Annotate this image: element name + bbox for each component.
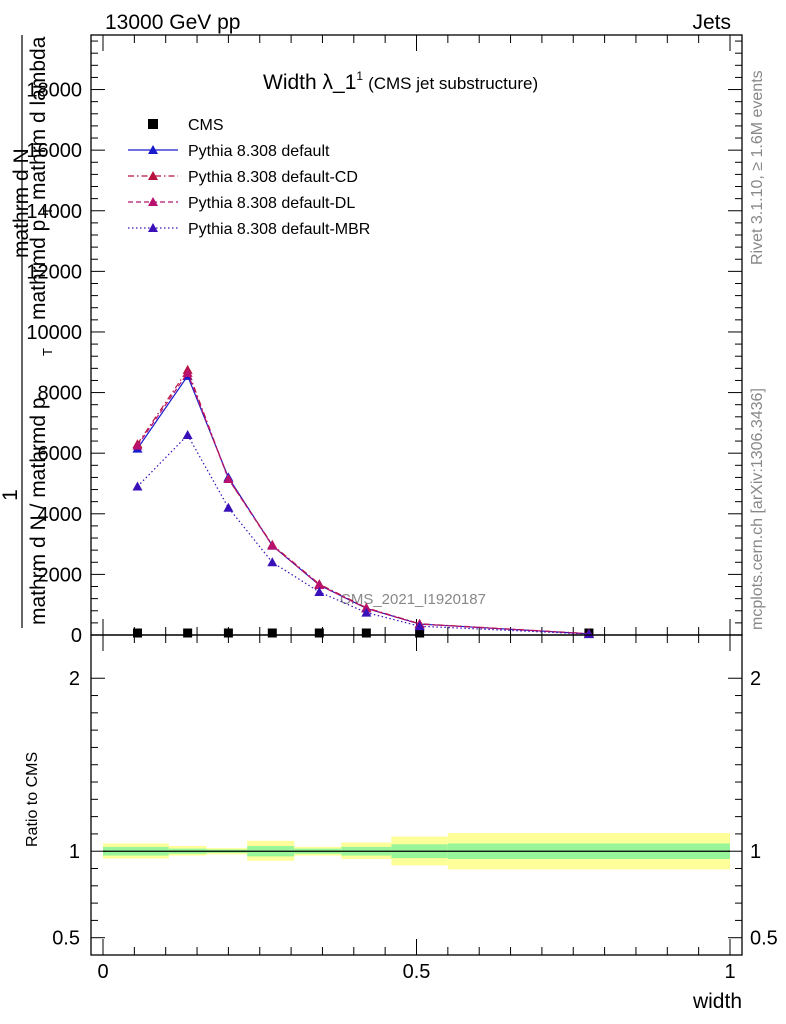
- data-point: [314, 628, 324, 638]
- y-label-numerator-sub: T: [40, 207, 55, 215]
- y-label-denominator-left: mathrm d N / mathrmd p: [27, 397, 50, 625]
- data-point: [361, 628, 371, 638]
- data-point: [132, 440, 143, 450]
- legend-label: Pythia 8.308 default-DL: [188, 195, 355, 212]
- ratio-y-axis: 0.5 0.5 1 1 2 2: [52, 668, 778, 949]
- x-tick-label: 0.5: [403, 961, 431, 983]
- ratio-panel: 0.5 0.51 12 2 0 0.5 1 Ratio to CMS width: [24, 634, 778, 1013]
- ratio-y-tick-label-right: 0.5: [750, 928, 778, 950]
- y-tick-label: 8000: [38, 383, 83, 405]
- data-point: [314, 586, 325, 596]
- y-tick-label: 0: [71, 625, 82, 647]
- data-point: [267, 628, 277, 638]
- y-label-numerator-lambda: mathrm d lambda: [27, 36, 50, 200]
- data-point: [223, 628, 233, 638]
- ratio-x-axis: 0 0.5 1: [97, 635, 736, 983]
- main-series-group: [132, 364, 594, 639]
- legend-label: CMS: [188, 117, 224, 134]
- x-axis-label: width: [692, 990, 742, 1013]
- data-point: [415, 628, 425, 638]
- series-line: [137, 434, 589, 635]
- y-tick-label: 10000: [26, 322, 82, 344]
- ratio-y-tick-label: 1: [69, 841, 80, 863]
- data-point: [267, 557, 278, 567]
- legend-marker: [148, 171, 158, 180]
- chart-subtitle: (CMS jet substructure): [368, 74, 538, 93]
- y-tick-label: 12000: [26, 261, 82, 283]
- ratio-y-label: Ratio to CMS: [24, 752, 41, 847]
- y-label-denominator-left-sub: T: [40, 348, 55, 356]
- y-tick-label: 4000: [38, 504, 83, 526]
- y-label-one: 1: [0, 489, 22, 501]
- data-point: [223, 502, 234, 512]
- mcplots-label: mcplots.cern.ch [arXiv:1306.3436]: [749, 388, 766, 630]
- data-point: [314, 580, 325, 589]
- legend-marker: [148, 145, 158, 154]
- y-tick-label: 6000: [38, 443, 83, 465]
- main-y-axis: 0 2000 4000 6000 8000 10000 12000 14000 16000 180…: [26, 40, 742, 647]
- legend-marker: [148, 223, 158, 232]
- data-point: [583, 629, 594, 639]
- ratio-panel-frame: [90, 634, 743, 956]
- ratio-y-tick-label-right: 1: [750, 841, 761, 863]
- energy-label: 13000 GeV pp: [105, 11, 240, 34]
- ratio-y-tick-label: 0.5: [52, 928, 80, 950]
- process-label: Jets: [692, 11, 731, 34]
- main-y-label: 1 mathrm d N / mathrmd p T mathrm d N ma…: [0, 35, 55, 628]
- data-point: [267, 540, 278, 550]
- ratio-y-tick-label-right: 2: [750, 668, 761, 690]
- data-point: [183, 628, 193, 638]
- chart-title-sup: 1: [356, 69, 363, 83]
- data-point: [132, 481, 143, 491]
- y-tick-label: 16000: [26, 140, 82, 162]
- analysis-watermark: CMS_2021_I1920187: [340, 591, 486, 608]
- data-point: [361, 607, 372, 617]
- legend-label: Pythia 8.308 default: [188, 143, 330, 160]
- y-tick-label: 14000: [26, 201, 82, 223]
- data-point: [132, 628, 142, 638]
- data-point: [182, 367, 193, 377]
- legend-marker: [148, 197, 158, 206]
- legend-label: Pythia 8.308 default-CD: [188, 169, 358, 186]
- x-tick-label: 0: [97, 961, 108, 983]
- legend-label: Pythia 8.308 default-MBR: [188, 221, 370, 238]
- x-tick-label: 1: [724, 961, 735, 983]
- rivet-version-label: Rivet 3.1.10, ≥ 1.6M events: [749, 70, 766, 265]
- data-point: [414, 621, 425, 631]
- legend: CMS Pythia 8.308 default Pythia 8.308 defa…: [128, 117, 370, 238]
- y-label-numerator: mathrm d N: [10, 148, 33, 258]
- chart-title: Width λ_11 (CMS jet substructure): [263, 69, 538, 94]
- legend-marker: [148, 119, 158, 129]
- y-tick-label: 2000: [38, 564, 83, 586]
- chart-title-main: Width λ_1: [263, 71, 356, 94]
- main-panel: 0 2000 4000 6000 8000 10000 12000 14000 16000 180…: [0, 34, 743, 647]
- ratio-y-tick-label: 2: [69, 668, 80, 690]
- y-label-numerator-pt: mathrmd p: [27, 220, 50, 320]
- series-line: [136, 368, 589, 635]
- y-tick-label: 18000: [26, 80, 82, 102]
- series-line: [136, 371, 589, 635]
- data-point: [223, 473, 234, 483]
- data-point: [182, 430, 193, 439]
